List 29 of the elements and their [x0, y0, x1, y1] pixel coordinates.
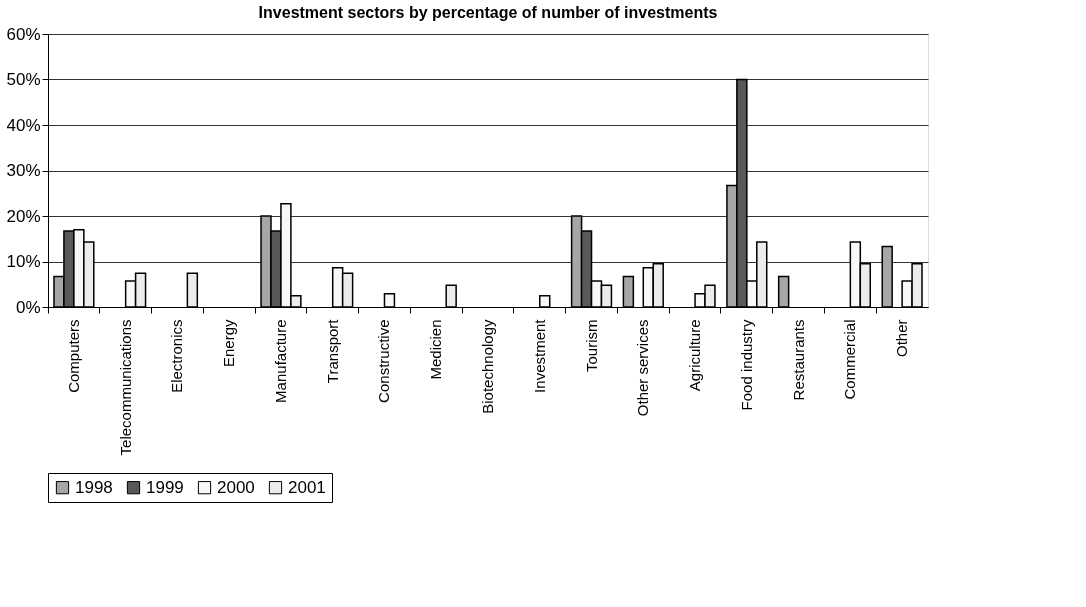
y-tick-label: 0%	[15, 297, 41, 317]
y-tick-label: 10%	[6, 252, 41, 271]
legend-label: 1998	[75, 477, 113, 497]
x-tick-label: Telecommunications	[116, 319, 134, 456]
x-tick-label: Investment	[530, 318, 548, 393]
y-tick-label: 50%	[6, 70, 41, 89]
x-tick-label: Commercial	[841, 319, 859, 400]
x-tick-label: Food industry	[737, 319, 755, 411]
x-tick-label: Other	[893, 319, 911, 358]
y-tick-label: 40%	[6, 115, 41, 135]
x-tick-label: Tourism	[582, 319, 600, 373]
x-tick-label: Manufacture	[271, 319, 289, 403]
x-tick-label: Agriculture	[686, 319, 704, 392]
x-tick-label: Electronics	[168, 319, 186, 393]
y-tick-label: 20%	[6, 206, 41, 226]
x-tick-label: Other services	[634, 319, 652, 417]
chart-title: Investment sectors by percentage of number of investments	[258, 4, 718, 21]
y-tick-label: 30%	[6, 161, 41, 180]
x-tick-label: Restaurants	[789, 319, 807, 401]
legend-label: 2000	[217, 477, 255, 497]
x-tick-label: Biotechnology	[479, 319, 496, 414]
x-tick-label: Computers	[64, 319, 82, 393]
legend-label: 1999	[146, 477, 184, 497]
y-tick-label: 60%	[6, 24, 41, 44]
x-tick-label: Transport	[323, 318, 341, 384]
x-tick-label: Medicien	[427, 319, 445, 380]
x-tick-label: Energy	[220, 319, 238, 368]
x-tick-label: Constructive	[375, 319, 393, 403]
legend-label: 2001	[288, 477, 326, 497]
